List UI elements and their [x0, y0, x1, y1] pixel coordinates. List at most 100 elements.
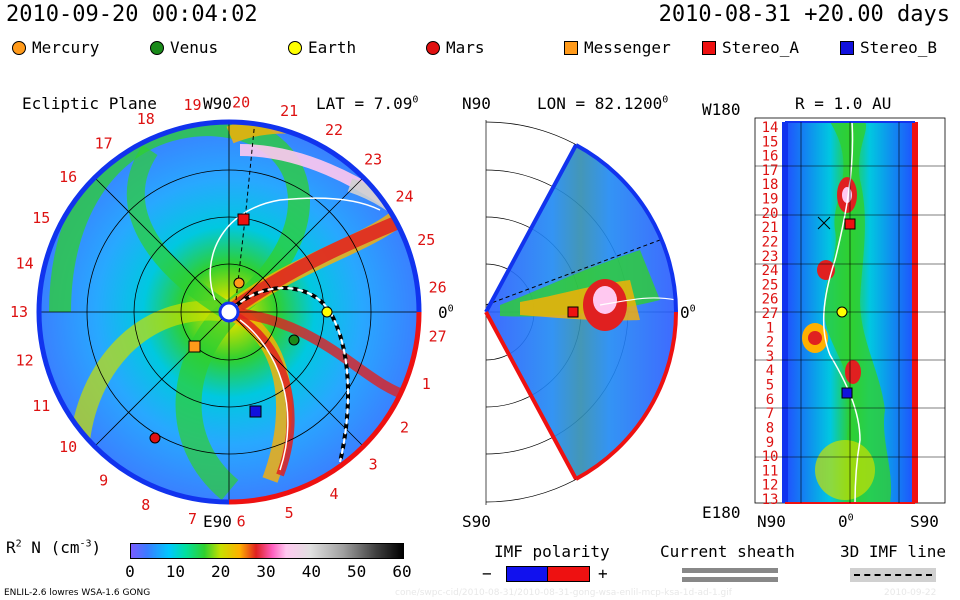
colorbar-tick: 30 [256, 562, 276, 581]
radial-tick-label: 14 [762, 120, 779, 136]
radial-tick-label: 18 [762, 177, 779, 193]
colorbar-tick: 40 [301, 562, 321, 581]
right-label-sup: 0 [689, 303, 696, 315]
right-label-text: 0 [438, 303, 448, 322]
colorbar-tick: 20 [211, 562, 231, 581]
radial-tick-label: 6 [766, 392, 774, 408]
radial-x-left: N90 [757, 512, 786, 531]
stereo-b-marker-icon [249, 405, 262, 418]
carrington-label: 2 [400, 418, 409, 436]
cb-rest: N (cm [21, 538, 80, 557]
lat-sup: 0 [412, 94, 419, 106]
radial-tick-label: 24 [762, 263, 779, 279]
sun-icon [218, 301, 240, 323]
carrington-label: 3 [369, 456, 378, 474]
meridional-right-label: 00 [680, 303, 696, 322]
radial-tick-label: 22 [762, 235, 779, 251]
radial-tick-labels: 1415161718192021222324252627123456789101… [762, 120, 779, 508]
imf-polarity-title: IMF polarity [494, 542, 610, 561]
radial-tick-label: 12 [762, 478, 779, 494]
messenger-marker-icon [188, 340, 201, 353]
radial-tick-label: 13 [762, 492, 779, 508]
legend-mercury: Mercury [12, 38, 99, 57]
carrington-label: 19 [183, 96, 201, 114]
carrington-label: 5 [285, 504, 294, 522]
legend-earth: Earth [288, 38, 356, 57]
current-sheath-swatch-2 [682, 577, 778, 582]
radial-tick-label: 17 [762, 163, 779, 179]
radial-tick-label: 3 [766, 349, 774, 365]
radial-x-right: S90 [910, 512, 939, 531]
cb-sup: 2 [15, 538, 22, 550]
carrington-label: 23 [364, 150, 382, 168]
x-mid-sup: 0 [847, 512, 854, 524]
radial-tick-label: 8 [766, 421, 774, 437]
file-info: cone/swpc-cid/2010-08-31/2010-08-31-gong… [395, 588, 732, 598]
carrington-ring-labels: 19 20 212223242526271234567891011121314151… [10, 93, 447, 530]
radial-tick-label: 16 [762, 149, 779, 165]
carrington-label: 7 [188, 510, 197, 528]
legend-messenger: Messenger [564, 38, 671, 57]
stereo-a-marker-icon [567, 306, 579, 318]
legend-label: Earth [308, 38, 357, 57]
carrington-label: 18 [137, 110, 155, 128]
venus-marker-icon [288, 334, 300, 346]
colorbar-tick: 0 [125, 562, 135, 581]
run-info: 2010-08-31 +20.00 days [658, 2, 950, 27]
meridional-top-label: N90 [462, 94, 491, 113]
venus-marker-icon [150, 40, 164, 55]
radial-x-mid: 00 [838, 512, 854, 531]
carrington-label: 4 [329, 485, 338, 503]
radial-tick-label: 21 [762, 220, 779, 236]
earth-marker-icon [321, 306, 333, 318]
legend-label: Messenger [584, 38, 671, 57]
radial-tick-label: 5 [766, 378, 774, 394]
date-stamp: 2010-09-22 [884, 588, 937, 598]
x-mid-text: 0 [838, 512, 848, 531]
radial-tick-label: 19 [762, 192, 779, 208]
mercury-marker-icon [12, 40, 26, 55]
carrington-label: 21 [280, 102, 298, 120]
legend-label: Mercury [32, 38, 100, 57]
radial-tick-label: 10 [762, 449, 779, 465]
model-info: ENLIL-2.6 lowres WSA-1.6 GONG [4, 588, 151, 598]
ecliptic-right-label: 00 [438, 303, 454, 322]
legend-stereo-a: Stereo_A [702, 38, 799, 57]
colorbar-tick: 50 [347, 562, 367, 581]
mars-marker-icon [149, 432, 161, 444]
radial-tick-label: 27 [762, 306, 779, 322]
radial-radius: R = 1.0 AU [795, 94, 892, 113]
ecliptic-lat: LAT = 7.090 [316, 94, 418, 113]
stereo-a-marker-icon [844, 218, 856, 230]
mercury-marker-icon [233, 277, 245, 289]
meridional-plot [484, 120, 678, 505]
radial-top-left: W180 [702, 100, 741, 119]
imf-plus: + [598, 564, 608, 583]
carrington-label: 27 [429, 327, 447, 345]
radial-tick-label: 2 [766, 335, 774, 351]
carrington-label: 17 [95, 135, 113, 153]
right-label-text: 0 [680, 303, 690, 322]
stereo-a-marker-icon [702, 40, 716, 55]
radial-tick-label: 1 [766, 320, 774, 336]
colorbar-tick: 60 [392, 562, 412, 581]
current-sheath-swatch-1 [682, 568, 778, 573]
legend-label: Mars [446, 38, 485, 57]
carrington-label: 12 [16, 351, 34, 369]
radial-tick-label: 25 [762, 277, 779, 293]
carrington-label: 22 [325, 121, 343, 139]
legend-stereo-b: Stereo_B [840, 38, 937, 57]
earth-marker-icon [836, 306, 848, 318]
right-label-sup: 0 [447, 303, 454, 315]
mars-marker-icon [426, 40, 440, 55]
carrington-label: 10 [59, 438, 77, 456]
messenger-marker-icon [564, 40, 578, 55]
carrington-label: 24 [395, 188, 413, 206]
imf-minus: − [482, 564, 492, 583]
legend-mars: Mars [426, 38, 485, 57]
imf-line-swatch [850, 568, 936, 582]
radial-tick-label: 9 [766, 435, 774, 451]
legend-label: Venus [170, 38, 219, 57]
